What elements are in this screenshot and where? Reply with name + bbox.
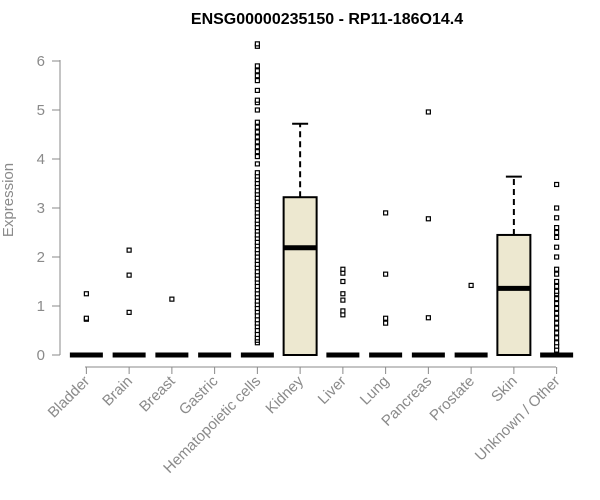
outlier-point	[254, 87, 260, 94]
outlier-point	[554, 225, 560, 231]
box-group	[369, 210, 403, 358]
outlier-point	[425, 109, 431, 115]
x-tick-label: Bladder	[45, 373, 94, 422]
box-group	[69, 291, 103, 358]
box-group	[454, 282, 488, 358]
x-tick-label: Skin	[488, 373, 521, 406]
outlier-point	[254, 153, 260, 160]
outlier-point	[554, 320, 560, 326]
outlier-point	[554, 215, 560, 221]
outlier-point	[554, 278, 560, 285]
outlier-point	[340, 291, 346, 297]
outlier-point	[383, 315, 389, 321]
outlier-point	[554, 325, 560, 331]
outlier-point	[340, 278, 346, 285]
outlier-point	[425, 315, 431, 321]
outlier-point	[554, 310, 560, 316]
outlier-point	[126, 309, 132, 315]
x-tick-label: Brain	[99, 373, 136, 410]
outlier-point	[254, 97, 260, 103]
box-group	[496, 175, 532, 356]
y-tick-label: 2	[37, 249, 45, 266]
outlier-point	[554, 254, 560, 260]
box-group	[155, 296, 189, 358]
y-tick-label: 4	[37, 151, 45, 168]
outlier-point	[383, 271, 389, 277]
box-series	[69, 41, 574, 358]
outlier-point	[340, 308, 346, 314]
outlier-point	[83, 315, 89, 321]
chart-title: ENSG00000235150 - RP11-186O14.4	[191, 11, 463, 28]
y-tick-label: 6	[37, 53, 45, 70]
outlier-point	[254, 170, 260, 176]
outlier-point	[340, 266, 346, 272]
outlier-point	[425, 216, 431, 222]
outlier-point	[554, 335, 560, 341]
box-iqr	[496, 233, 532, 356]
y-tick-label: 5	[37, 102, 45, 119]
outlier-point	[554, 340, 560, 346]
outlier-point	[554, 315, 560, 321]
box-group	[112, 247, 146, 358]
outlier-point	[554, 234, 560, 240]
outlier-point	[83, 291, 89, 297]
box-group	[326, 266, 360, 358]
y-axis-label: Expression	[0, 163, 17, 237]
y-axis-ticks: 0 1 2 3 4 5 6	[37, 53, 60, 364]
outlier-point	[554, 244, 560, 250]
outlier-point	[254, 139, 260, 145]
box-group	[540, 181, 574, 358]
outlier-point	[126, 247, 132, 253]
outlier-point	[254, 134, 260, 140]
box-group	[240, 41, 274, 358]
outlier-point	[254, 149, 260, 155]
y-tick-label: 3	[37, 200, 45, 217]
outlier-point	[468, 282, 474, 289]
outlier-point	[383, 210, 389, 216]
outlier-point	[254, 124, 260, 130]
box-iqr	[282, 196, 318, 356]
outlier-point	[254, 107, 260, 113]
outlier-point	[554, 181, 560, 188]
outlier-point	[254, 63, 260, 69]
outlier-point	[554, 283, 560, 289]
outlier-point	[554, 288, 560, 294]
y-tick-label: 0	[37, 347, 45, 364]
outlier-point	[254, 68, 260, 74]
outlier-point	[554, 205, 560, 211]
outlier-point	[383, 320, 389, 326]
box-group	[411, 109, 445, 358]
outlier-point	[254, 41, 260, 47]
outlier-point	[254, 119, 260, 125]
x-tick-label: Liver	[315, 373, 350, 408]
outlier-point	[254, 73, 260, 79]
outlier-point	[254, 129, 260, 135]
outlier-point	[554, 305, 560, 312]
outlier-point	[254, 161, 260, 167]
outlier-point	[554, 300, 560, 307]
outlier-point	[254, 144, 260, 150]
x-tick-label: Prostate	[426, 373, 478, 425]
x-tick-label: Breast	[136, 372, 179, 415]
outlier-point	[554, 296, 560, 302]
outlier-point	[169, 296, 175, 302]
outlier-point	[554, 229, 560, 236]
outlier-point	[254, 77, 260, 84]
x-tick-label: Kidney	[262, 372, 307, 417]
outlier-point	[554, 330, 560, 336]
outlier-point	[554, 266, 560, 272]
outlier-point	[554, 271, 560, 277]
y-tick-label: 1	[37, 298, 45, 315]
outlier-point	[340, 297, 346, 303]
box-group	[282, 122, 318, 356]
outlier-point	[126, 272, 132, 278]
x-tick-label: Lung	[357, 373, 393, 409]
